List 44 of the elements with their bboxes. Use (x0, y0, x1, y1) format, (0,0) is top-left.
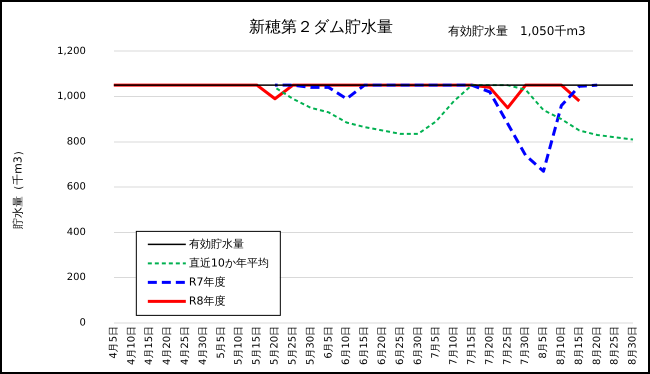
x-tick-label: 8月10日 (556, 326, 567, 366)
x-tick-label: 7月5日 (430, 326, 442, 359)
x-tick-label: 4月5日 (108, 326, 120, 359)
x-tick-label: 5月5日 (216, 326, 227, 359)
x-tick-label: 4月10日 (126, 326, 138, 366)
y-tick-label: 0 (79, 318, 86, 329)
x-tick-label: 5月20日 (270, 326, 281, 366)
y-tick-label: 400 (66, 226, 86, 238)
x-tick-label: 8月5日 (538, 326, 550, 359)
x-tick-label: 6月10日 (341, 326, 352, 366)
x-tick-label: 8月15日 (574, 326, 585, 366)
x-tick-label: 7月25日 (502, 326, 514, 366)
x-tick-label: 5月10日 (234, 326, 245, 366)
y-tick-label: 800 (66, 136, 86, 148)
x-tick-label: 7月30日 (520, 326, 532, 366)
x-tick-label: 8月25日 (610, 326, 621, 366)
x-tick-label: 6月15日 (359, 326, 370, 366)
legend-label: R7年度 (188, 275, 226, 288)
legend-label: 直近10か年平均 (188, 256, 269, 270)
legend-label: 有効貯水量 (188, 237, 244, 250)
x-tick-label: 6月20日 (376, 326, 388, 366)
legend-label: R8年度 (188, 294, 226, 308)
x-tick-label: 6月30日 (412, 326, 424, 366)
x-tick-label: 4月20日 (162, 326, 174, 366)
y-tick-label: 1,000 (57, 91, 86, 102)
x-tick-label: 5月15日 (252, 326, 263, 366)
x-tick-label: 8月20日 (592, 326, 603, 366)
chart-title: 新穂第２ダム貯水量 (249, 16, 393, 36)
y-tick-label: 1,200 (57, 46, 86, 57)
x-tick-label: 5月25日 (287, 326, 298, 366)
x-tick-label: 7月15日 (466, 326, 478, 366)
x-tick-label: 6月25日 (394, 326, 406, 366)
x-tick-label: 4月30日 (198, 326, 209, 366)
x-tick-label: 7月20日 (484, 326, 496, 366)
x-tick-label: 4月15日 (144, 326, 156, 366)
y-tick-label: 600 (66, 182, 86, 193)
x-tick-label: 6月5日 (323, 326, 334, 359)
chart-subtitle: 有効貯水量 1,050千m3 (448, 24, 586, 38)
x-tick-label: 8月30日 (628, 326, 639, 366)
x-tick-label: 5月30日 (305, 326, 316, 366)
y-axis-title: 貯水量（千m3） (11, 145, 24, 229)
y-tick-label: 200 (66, 272, 86, 284)
x-tick-label: 4月25日 (180, 326, 192, 366)
x-tick-label: 7月10日 (448, 326, 460, 366)
